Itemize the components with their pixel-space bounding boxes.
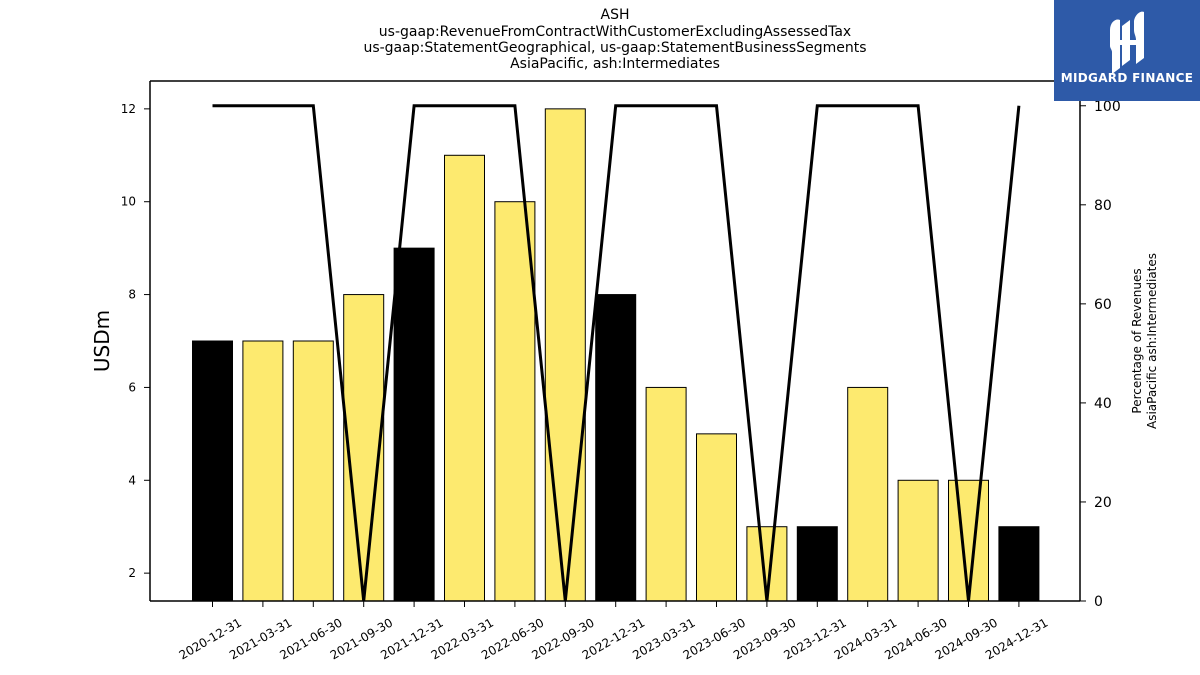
- title-line-2: us-gaap:RevenueFromContractWithCustomerE…: [378, 24, 852, 40]
- ytick-left-label: 12: [121, 102, 136, 116]
- bar-2023-06-30: [696, 433, 737, 602]
- bar-2021-03-31: [242, 340, 284, 602]
- bar-2022-12-31: [595, 294, 637, 602]
- title-line-3: us-gaap:StatementGeographical, us-gaap:S…: [363, 40, 867, 56]
- title-line-1: ASH: [600, 7, 630, 23]
- bar-2020-12-31: [192, 340, 233, 602]
- bar-2021-12-31: [393, 247, 435, 602]
- ytick-right-label: 60: [1094, 297, 1112, 313]
- line-group: [212, 104, 1021, 602]
- bar-2022-09-30: [544, 108, 586, 602]
- ytick-right-label: 100: [1094, 99, 1121, 115]
- title-line-4: AsiaPacific, ash:Intermediates: [510, 56, 720, 72]
- ytick-right-label: 0: [1094, 594, 1103, 610]
- ytick-left-label: 2: [128, 566, 136, 580]
- bar-2022-03-31: [444, 154, 485, 602]
- ytick-left-label: 10: [121, 195, 136, 209]
- bar-2021-09-30: [343, 294, 385, 602]
- ytick-left-label: 6: [128, 380, 136, 394]
- y-axis-label-left: USDm: [90, 310, 114, 372]
- bar-2024-09-30: [948, 479, 989, 602]
- bar-2024-06-30: [897, 479, 939, 602]
- logo-text: MIDGARD FINANCE: [1060, 71, 1194, 85]
- bar-2024-12-31: [998, 526, 1040, 602]
- ytick-right-label: 80: [1094, 198, 1112, 214]
- bar-2023-12-31: [796, 526, 838, 602]
- ytick-right-label: 40: [1094, 396, 1112, 412]
- bar-2021-06-30: [292, 340, 334, 602]
- ytick-left-label: 4: [128, 473, 136, 487]
- bar-2024-03-31: [847, 386, 889, 602]
- y-axis-label-right-line2: AsiaPacific ash:Intermediates: [1145, 253, 1159, 429]
- ytick-right-label: 20: [1094, 495, 1112, 511]
- bar-2022-06-30: [494, 201, 536, 602]
- y-axis-label-right-line1: Percentage of Revenues: [1130, 268, 1144, 413]
- bar-2023-03-31: [645, 386, 687, 602]
- ytick-left-label: 8: [128, 288, 136, 302]
- midgard-logo-icon: [1110, 11, 1144, 74]
- percentage-line: [212, 104, 1021, 602]
- bars-group: [192, 108, 1040, 602]
- midgard-finance-logo: MIDGARD FINANCE: [1054, 0, 1200, 101]
